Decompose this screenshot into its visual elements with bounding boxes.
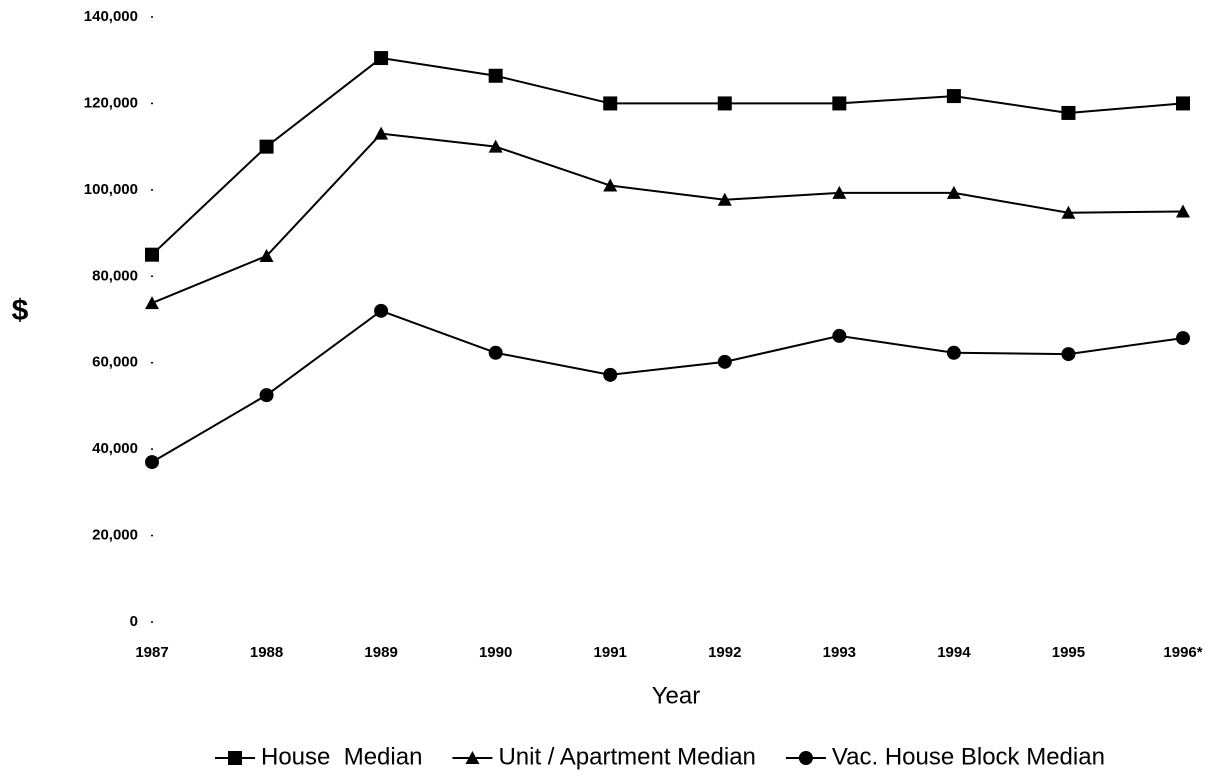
series-line: [151, 56, 1184, 256]
data-point: [946, 89, 961, 104]
x-tick-label: 1990: [479, 644, 512, 661]
legend-item: House Median: [215, 743, 422, 770]
data-point: [374, 51, 389, 66]
x-tick-label: 1995: [1052, 644, 1085, 661]
x-axis-label: Year: [652, 682, 701, 709]
legend-item: Unit / Apartment Median: [452, 743, 756, 770]
data-point: [488, 345, 503, 360]
y-tick-label: 120,000: [84, 94, 138, 111]
x-tick-label: 1987: [135, 644, 168, 661]
legend-label: Unit / Apartment Median: [498, 743, 755, 770]
x-tick-label: 1989: [364, 644, 397, 661]
x-tick-label: 1994: [937, 644, 971, 661]
data-point: [603, 178, 618, 192]
legend-label: Vac. House Block Median: [832, 743, 1105, 770]
data-point: [1176, 331, 1190, 346]
x-tick-label: 1992: [708, 644, 741, 661]
data-point: [1176, 204, 1190, 218]
data-point: [145, 247, 159, 262]
data-point: [832, 96, 847, 111]
series-line: [151, 132, 1184, 305]
data-point: [145, 455, 159, 470]
y-tick-label: 0: [130, 613, 138, 630]
data-point: [488, 68, 503, 83]
data-point: [374, 303, 389, 318]
data-point: [488, 139, 503, 153]
x-tick-label: 1988: [250, 644, 283, 661]
legend-marker: [465, 751, 480, 764]
data-point: [717, 354, 732, 369]
series-line: [151, 309, 1184, 463]
data-point: [603, 367, 618, 382]
legend-marker: [798, 751, 813, 765]
y-tick-label: 100,000: [84, 181, 138, 198]
y-tick-label: 60,000: [92, 354, 138, 371]
data-point: [832, 328, 847, 343]
data-point: [145, 296, 159, 310]
x-tick-label: 1991: [594, 644, 627, 661]
data-point: [259, 139, 274, 154]
data-point: [946, 345, 961, 360]
y-axis-label: $: [12, 294, 29, 327]
legend-marker: [228, 751, 242, 765]
data-point: [374, 126, 389, 140]
legend-item: Vac. House Block Median: [785, 743, 1105, 770]
y-tick-label: 20,000: [92, 527, 138, 544]
data-point: [1176, 96, 1190, 111]
y-tick-label: 80,000: [92, 267, 138, 284]
y-tick-label: 40,000: [92, 440, 138, 457]
data-point: [259, 388, 274, 403]
data-point: [259, 248, 274, 262]
data-point: [1061, 347, 1076, 362]
x-tick-label: 1996*: [1163, 644, 1202, 661]
data-point: [717, 192, 732, 206]
data-point: [832, 185, 847, 199]
data-point: [717, 96, 732, 111]
legend-label: House Median: [261, 743, 422, 770]
x-tick-label: 1993: [823, 644, 856, 661]
data-point: [603, 96, 618, 111]
y-tick-label: 140,000: [84, 8, 138, 25]
data-point: [1061, 105, 1076, 120]
data-point: [946, 185, 961, 199]
data-point: [1061, 205, 1076, 219]
